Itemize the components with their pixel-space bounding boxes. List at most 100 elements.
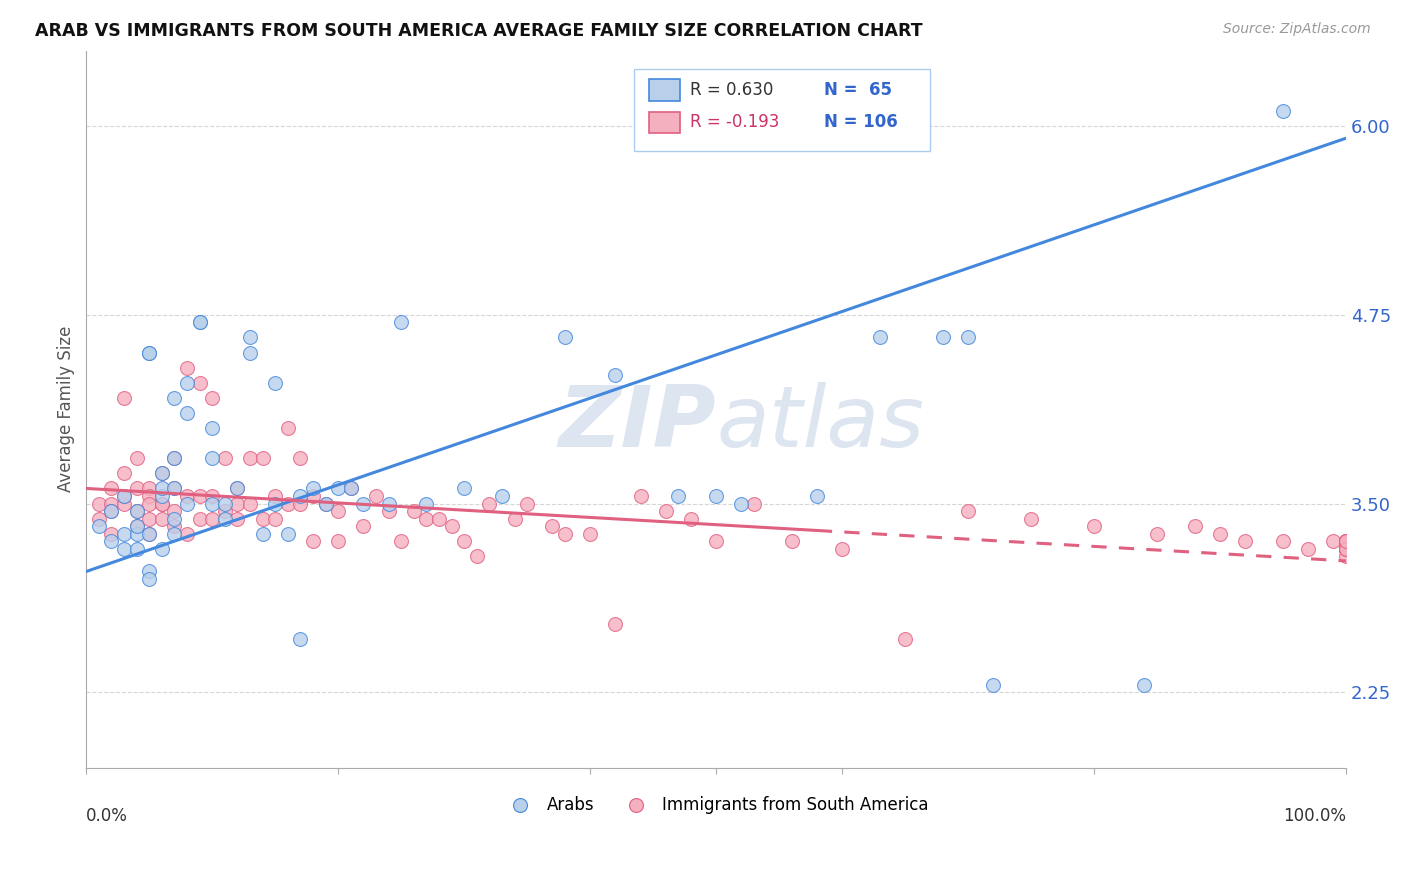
Point [87,511,110,525]
Point [112,497,135,511]
Point [138,565,160,579]
Point [415,511,437,525]
Point [315,497,337,511]
Point [679,511,702,525]
Point [516,497,538,511]
Point [1334,541,1357,556]
Point [415,497,437,511]
Point [138,345,160,359]
Point [503,511,526,525]
Point [465,549,488,564]
Point [138,526,160,541]
Point [1133,678,1156,692]
Point [478,497,501,511]
Text: 0.0%: 0.0% [86,807,128,825]
Point [704,534,727,549]
Point [377,497,399,511]
Point [226,482,249,496]
Point [579,526,602,541]
Text: atlas: atlas [716,382,924,465]
Point [150,541,173,556]
Point [125,504,148,518]
Point [188,315,211,329]
Point [1334,541,1357,556]
Point [730,497,752,511]
Point [150,467,173,481]
Point [1019,511,1042,525]
Point [201,511,224,525]
Point [340,482,363,496]
Point [125,526,148,541]
Point [138,489,160,503]
Point [328,504,350,518]
Point [264,511,287,525]
Point [87,519,110,533]
Point [389,534,412,549]
Point [252,511,274,525]
Point [176,489,198,503]
Point [201,451,224,466]
Text: ZIP: ZIP [558,382,716,465]
Point [226,511,249,525]
Text: R = 0.630: R = 0.630 [689,81,773,99]
Point [125,482,148,496]
Point [1334,541,1357,556]
FancyBboxPatch shape [650,112,679,133]
Point [125,504,148,518]
Text: 100.0%: 100.0% [1282,807,1346,825]
Point [201,489,224,503]
Point [869,330,891,344]
Point [605,617,627,632]
Point [1334,534,1357,549]
Point [163,482,186,496]
Point [402,504,425,518]
Point [302,534,325,549]
Point [894,632,917,647]
Point [605,368,627,383]
Point [112,467,135,481]
Point [112,526,135,541]
Point [1271,104,1294,119]
Point [290,497,312,511]
Point [1334,541,1357,556]
Point [1334,534,1357,549]
Point [138,497,160,511]
Point [340,482,363,496]
Point [742,497,765,511]
Y-axis label: Average Family Size: Average Family Size [58,326,75,492]
Point [1184,519,1206,533]
Point [163,526,186,541]
Point [214,451,236,466]
Point [176,376,198,390]
Point [150,482,173,496]
Point [100,534,122,549]
Text: ARAB VS IMMIGRANTS FROM SOUTH AMERICA AVERAGE FAMILY SIZE CORRELATION CHART: ARAB VS IMMIGRANTS FROM SOUTH AMERICA AV… [35,22,922,40]
Point [100,504,122,518]
Point [163,504,186,518]
Point [1334,534,1357,549]
Point [427,511,450,525]
Point [1296,541,1319,556]
Point [956,504,979,518]
Point [150,489,173,503]
Point [1334,541,1357,556]
Point [491,489,513,503]
Point [956,330,979,344]
Point [176,406,198,420]
Point [201,391,224,405]
Point [252,526,274,541]
Point [138,345,160,359]
Point [806,489,828,503]
Point [315,497,337,511]
Point [150,497,173,511]
Point [150,511,173,525]
Point [290,451,312,466]
Point [932,330,955,344]
Point [981,678,1004,692]
Point [541,519,564,533]
Point [125,519,148,533]
Point [630,489,652,503]
Point [112,489,135,503]
Point [453,534,475,549]
Point [264,376,287,390]
